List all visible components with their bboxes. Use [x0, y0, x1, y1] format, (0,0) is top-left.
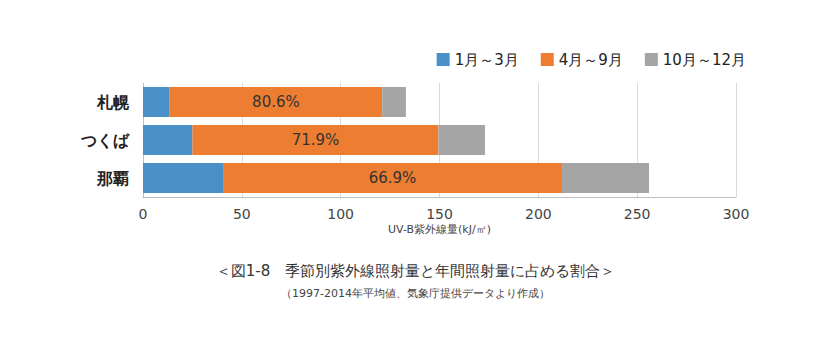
svg-text:UV-B紫外線量(kJ/㎡): UV-B紫外線量(kJ/㎡) — [388, 223, 491, 236]
svg-text:＜図1-8 季節別紫外線照射量と年間照射量に占める割合＞: ＜図1-8 季節別紫外線照射量と年間照射量に占める割合＞ — [216, 262, 616, 280]
svg-text:80.6%: 80.6% — [252, 93, 300, 111]
svg-text:1月～3月: 1月～3月 — [455, 51, 519, 69]
svg-text:150: 150 — [426, 206, 453, 222]
svg-text:0: 0 — [139, 206, 148, 222]
svg-text:（1997-2014年平均値、気象庁提供データより作成）: （1997-2014年平均値、気象庁提供データより作成） — [281, 287, 550, 300]
svg-text:71.9%: 71.9% — [292, 131, 340, 149]
svg-text:250: 250 — [624, 206, 651, 222]
svg-text:4月～9月: 4月～9月 — [559, 51, 623, 69]
svg-text:つくば: つくば — [80, 131, 130, 150]
svg-text:66.9%: 66.9% — [369, 169, 417, 187]
svg-text:50: 50 — [233, 206, 251, 222]
svg-text:300: 300 — [723, 206, 750, 222]
svg-text:10月～12月: 10月～12月 — [663, 51, 746, 69]
svg-text:札幌: 札幌 — [96, 93, 130, 112]
svg-text:100: 100 — [327, 206, 354, 222]
svg-text:200: 200 — [525, 206, 552, 222]
svg-text:那覇: 那覇 — [96, 169, 129, 188]
